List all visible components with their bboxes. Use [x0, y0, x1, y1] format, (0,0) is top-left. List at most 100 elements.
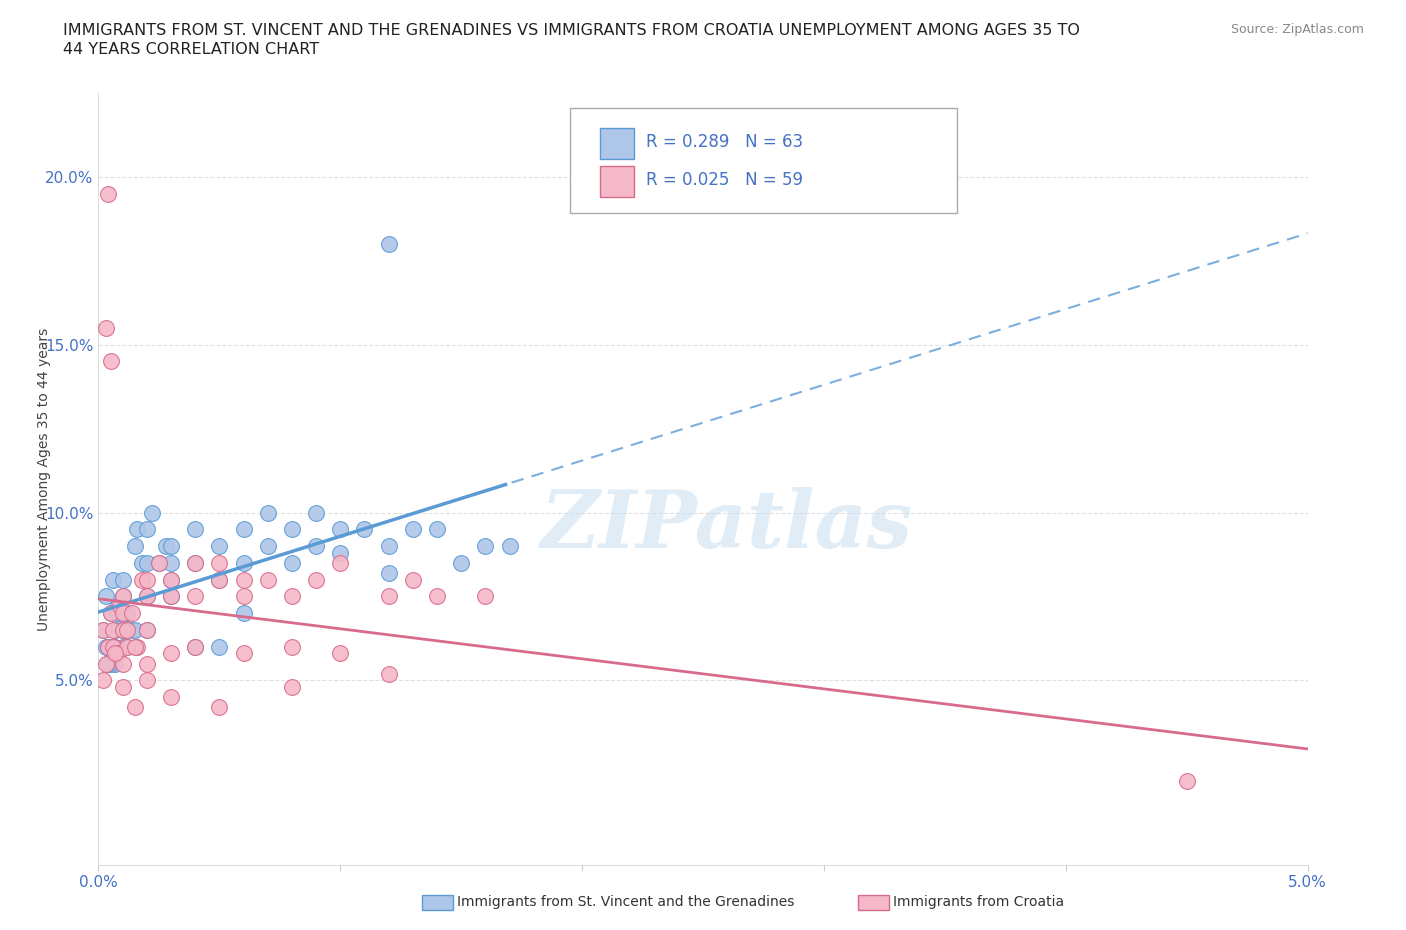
Point: [117, 639, 139, 654]
Text: Unemployment Among Ages 35 to 44 years: Unemployment Among Ages 35 to 44 years: [37, 327, 51, 631]
Text: Source: ZipAtlas.com: Source: ZipAtlas.com: [1230, 23, 1364, 36]
Point: [111, 589, 134, 604]
Point: [353, 522, 375, 537]
Point: [184, 639, 207, 654]
Point: [402, 522, 425, 537]
Point: [135, 622, 157, 637]
Point: [160, 538, 183, 553]
Point: [474, 538, 496, 553]
Point: [208, 538, 231, 553]
FancyBboxPatch shape: [569, 109, 957, 213]
Point: [135, 522, 157, 537]
Point: [305, 505, 328, 520]
Point: [108, 599, 131, 614]
Text: R = 0.289   N = 63: R = 0.289 N = 63: [647, 133, 803, 151]
Point: [124, 622, 146, 637]
Point: [97, 639, 120, 654]
Point: [124, 538, 146, 553]
Point: [135, 622, 157, 637]
Point: [329, 545, 352, 560]
Point: [117, 639, 139, 654]
Point: [208, 639, 231, 654]
Point: [184, 555, 207, 570]
Point: [101, 572, 124, 587]
Point: [148, 555, 170, 570]
Point: [281, 680, 304, 695]
Point: [208, 699, 231, 714]
Text: Immigrants from Croatia: Immigrants from Croatia: [893, 895, 1064, 910]
Point: [111, 656, 134, 671]
Point: [91, 622, 114, 637]
Point: [256, 538, 278, 553]
Point: [232, 555, 254, 570]
Point: [104, 622, 127, 637]
Point: [184, 639, 207, 654]
Point: [474, 589, 496, 604]
Point: [117, 605, 139, 620]
Point: [135, 656, 157, 671]
Point: [121, 605, 143, 620]
Point: [135, 572, 157, 587]
Point: [208, 572, 231, 587]
Point: [111, 680, 134, 695]
Text: Immigrants from St. Vincent and the Grenadines: Immigrants from St. Vincent and the Gren…: [457, 895, 794, 910]
Point: [184, 589, 207, 604]
Point: [377, 666, 399, 681]
Point: [111, 622, 134, 637]
FancyBboxPatch shape: [600, 127, 634, 159]
Point: [232, 605, 254, 620]
Point: [94, 589, 117, 604]
Point: [127, 522, 149, 537]
Point: [155, 538, 177, 553]
Point: [94, 639, 117, 654]
Point: [104, 656, 127, 671]
Point: [377, 589, 399, 604]
Point: [101, 639, 124, 654]
Point: [97, 639, 120, 654]
Point: [135, 555, 157, 570]
Point: [117, 622, 139, 637]
Point: [100, 354, 122, 369]
Point: [160, 690, 183, 705]
Point: [104, 646, 127, 661]
FancyBboxPatch shape: [600, 166, 634, 197]
Point: [100, 605, 122, 620]
Point: [232, 522, 254, 537]
Point: [107, 605, 129, 620]
Text: ZIPatlas: ZIPatlas: [541, 486, 914, 564]
Point: [141, 505, 163, 520]
Point: [256, 572, 278, 587]
Point: [377, 565, 399, 580]
Point: [160, 589, 183, 604]
Point: [100, 605, 122, 620]
Point: [111, 622, 134, 637]
Point: [160, 646, 183, 661]
Point: [160, 555, 183, 570]
Text: 44 YEARS CORRELATION CHART: 44 YEARS CORRELATION CHART: [63, 42, 319, 57]
Point: [184, 522, 207, 537]
Point: [135, 589, 157, 604]
Point: [329, 646, 352, 661]
Point: [281, 555, 304, 570]
Point: [131, 572, 153, 587]
Point: [208, 572, 231, 587]
Point: [111, 639, 134, 654]
Point: [94, 656, 117, 671]
Point: [107, 646, 129, 661]
Point: [232, 646, 254, 661]
Point: [127, 639, 149, 654]
Point: [121, 622, 143, 637]
Point: [329, 555, 352, 570]
Point: [97, 186, 120, 201]
Point: [124, 639, 146, 654]
Point: [111, 605, 134, 620]
Point: [104, 639, 127, 654]
Point: [281, 639, 304, 654]
Point: [450, 555, 472, 570]
Point: [1175, 774, 1198, 789]
Point: [426, 589, 449, 604]
Point: [111, 572, 134, 587]
Point: [281, 589, 304, 604]
Point: [91, 622, 114, 637]
Text: IMMIGRANTS FROM ST. VINCENT AND THE GRENADINES VS IMMIGRANTS FROM CROATIA UNEMPL: IMMIGRANTS FROM ST. VINCENT AND THE GREN…: [63, 23, 1080, 38]
